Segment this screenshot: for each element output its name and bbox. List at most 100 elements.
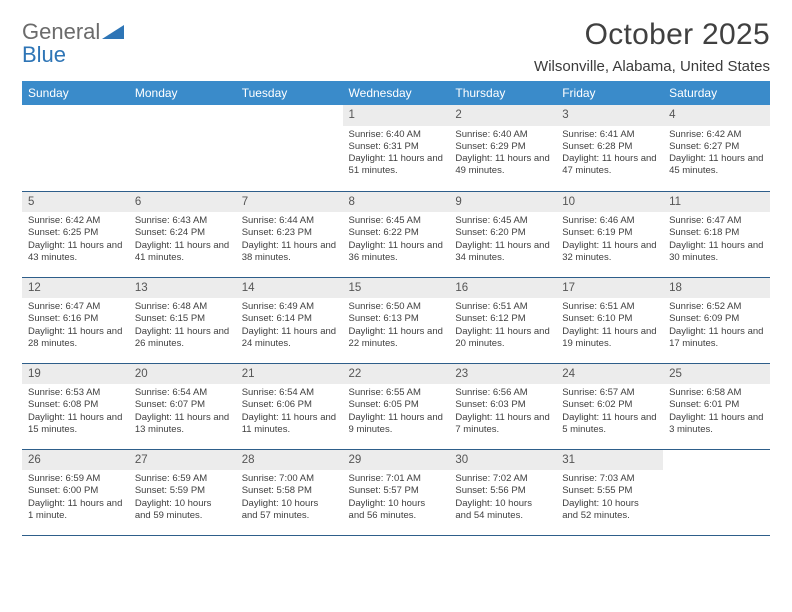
- calendar-day-cell: 25Sunrise: 6:58 AMSunset: 6:01 PMDayligh…: [663, 363, 770, 449]
- sunset-line: Sunset: 6:19 PM: [562, 227, 657, 239]
- sunrise-line: Sunrise: 6:45 AM: [349, 215, 444, 227]
- day-content: Sunrise: 7:03 AMSunset: 5:55 PMDaylight:…: [556, 470, 663, 526]
- sunset-line: Sunset: 6:24 PM: [135, 227, 230, 239]
- daylight-line: Daylight: 11 hours and 3 minutes.: [669, 412, 764, 436]
- calendar-empty-cell: [236, 105, 343, 191]
- sunrise-line: Sunrise: 6:56 AM: [455, 387, 550, 399]
- daylight-line: Daylight: 11 hours and 36 minutes.: [349, 240, 444, 264]
- calendar-day-cell: 23Sunrise: 6:56 AMSunset: 6:03 PMDayligh…: [449, 363, 556, 449]
- sunset-line: Sunset: 6:20 PM: [455, 227, 550, 239]
- calendar-day-cell: 17Sunrise: 6:51 AMSunset: 6:10 PMDayligh…: [556, 277, 663, 363]
- location-text: Wilsonville, Alabama, United States: [534, 58, 770, 75]
- title-block: October 2025 Wilsonville, Alabama, Unite…: [534, 18, 770, 75]
- day-content: Sunrise: 6:41 AMSunset: 6:28 PMDaylight:…: [556, 126, 663, 182]
- sunrise-line: Sunrise: 6:51 AM: [455, 301, 550, 313]
- sunrise-line: Sunrise: 6:42 AM: [28, 215, 123, 227]
- sunrise-line: Sunrise: 6:47 AM: [669, 215, 764, 227]
- sunset-line: Sunset: 6:00 PM: [28, 485, 123, 497]
- weekday-header: Sunday: [22, 81, 129, 105]
- day-number: 19: [22, 364, 129, 385]
- sunset-line: Sunset: 6:15 PM: [135, 313, 230, 325]
- daylight-line: Daylight: 10 hours and 56 minutes.: [349, 498, 444, 522]
- calendar-day-cell: 5Sunrise: 6:42 AMSunset: 6:25 PMDaylight…: [22, 191, 129, 277]
- brand-triangle-icon: [102, 25, 124, 39]
- sunset-line: Sunset: 5:55 PM: [562, 485, 657, 497]
- day-number: 9: [449, 192, 556, 213]
- calendar-table: SundayMondayTuesdayWednesdayThursdayFrid…: [22, 81, 770, 536]
- sunrise-line: Sunrise: 6:46 AM: [562, 215, 657, 227]
- day-number: 23: [449, 364, 556, 385]
- calendar-day-cell: 1 Sunrise: 6:40 AMSunset: 6:31 PMDaylight…: [343, 105, 450, 191]
- day-content: Sunrise: 6:44 AMSunset: 6:23 PMDaylight:…: [236, 212, 343, 268]
- daylight-line: Daylight: 11 hours and 51 minutes.: [349, 153, 444, 177]
- day-number: 28: [236, 450, 343, 471]
- sunrise-line: Sunrise: 6:47 AM: [28, 301, 123, 313]
- sunrise-line: Sunrise: 6:40 AM: [349, 129, 444, 141]
- sunset-line: Sunset: 6:18 PM: [669, 227, 764, 239]
- sunrise-line: Sunrise: 7:02 AM: [455, 473, 550, 485]
- day-content: Sunrise: 6:56 AMSunset: 6:03 PMDaylight:…: [449, 384, 556, 440]
- sunrise-line: Sunrise: 6:52 AM: [669, 301, 764, 313]
- sunset-line: Sunset: 6:31 PM: [349, 141, 444, 153]
- calendar-day-cell: 13Sunrise: 6:48 AMSunset: 6:15 PMDayligh…: [129, 277, 236, 363]
- sunrise-line: Sunrise: 7:03 AM: [562, 473, 657, 485]
- calendar-week-row: 26Sunrise: 6:59 AMSunset: 6:00 PMDayligh…: [22, 449, 770, 535]
- day-number: 27: [129, 450, 236, 471]
- day-number: 10: [556, 192, 663, 213]
- day-number: 1: [343, 105, 450, 126]
- daylight-line: Daylight: 11 hours and 22 minutes.: [349, 326, 444, 350]
- brand-part2: Blue: [22, 42, 66, 67]
- day-content: Sunrise: 6:59 AMSunset: 5:59 PMDaylight:…: [129, 470, 236, 526]
- day-content: Sunrise: 6:52 AMSunset: 6:09 PMDaylight:…: [663, 298, 770, 354]
- sunset-line: Sunset: 6:28 PM: [562, 141, 657, 153]
- day-content: Sunrise: 7:01 AMSunset: 5:57 PMDaylight:…: [343, 470, 450, 526]
- daylight-line: Daylight: 11 hours and 38 minutes.: [242, 240, 337, 264]
- month-title: October 2025: [534, 18, 770, 52]
- calendar-day-cell: 22Sunrise: 6:55 AMSunset: 6:05 PMDayligh…: [343, 363, 450, 449]
- sunrise-line: Sunrise: 6:41 AM: [562, 129, 657, 141]
- sunrise-line: Sunrise: 6:43 AM: [135, 215, 230, 227]
- sunrise-line: Sunrise: 7:00 AM: [242, 473, 337, 485]
- sunrise-line: Sunrise: 6:54 AM: [135, 387, 230, 399]
- sunrise-line: Sunrise: 6:49 AM: [242, 301, 337, 313]
- day-content: Sunrise: 6:55 AMSunset: 6:05 PMDaylight:…: [343, 384, 450, 440]
- daylight-line: Daylight: 10 hours and 52 minutes.: [562, 498, 657, 522]
- sunset-line: Sunset: 6:06 PM: [242, 399, 337, 411]
- sunset-line: Sunset: 6:07 PM: [135, 399, 230, 411]
- calendar-day-cell: 14Sunrise: 6:49 AMSunset: 6:14 PMDayligh…: [236, 277, 343, 363]
- daylight-line: Daylight: 11 hours and 43 minutes.: [28, 240, 123, 264]
- sunset-line: Sunset: 6:09 PM: [669, 313, 764, 325]
- calendar-day-cell: 15Sunrise: 6:50 AMSunset: 6:13 PMDayligh…: [343, 277, 450, 363]
- sunset-line: Sunset: 5:58 PM: [242, 485, 337, 497]
- calendar-day-cell: 29Sunrise: 7:01 AMSunset: 5:57 PMDayligh…: [343, 449, 450, 535]
- weekday-header: Saturday: [663, 81, 770, 105]
- day-content: Sunrise: 6:47 AMSunset: 6:18 PMDaylight:…: [663, 212, 770, 268]
- calendar-day-cell: 11Sunrise: 6:47 AMSunset: 6:18 PMDayligh…: [663, 191, 770, 277]
- sunset-line: Sunset: 5:56 PM: [455, 485, 550, 497]
- sunset-line: Sunset: 6:29 PM: [455, 141, 550, 153]
- day-number: 7: [236, 192, 343, 213]
- sunset-line: Sunset: 5:57 PM: [349, 485, 444, 497]
- daylight-line: Daylight: 11 hours and 34 minutes.: [455, 240, 550, 264]
- calendar-day-cell: 7Sunrise: 6:44 AMSunset: 6:23 PMDaylight…: [236, 191, 343, 277]
- day-content: Sunrise: 6:45 AMSunset: 6:20 PMDaylight:…: [449, 212, 556, 268]
- calendar-day-cell: 27Sunrise: 6:59 AMSunset: 5:59 PMDayligh…: [129, 449, 236, 535]
- sunset-line: Sunset: 6:22 PM: [349, 227, 444, 239]
- sunset-line: Sunset: 6:10 PM: [562, 313, 657, 325]
- day-content: Sunrise: 6:43 AMSunset: 6:24 PMDaylight:…: [129, 212, 236, 268]
- day-content: Sunrise: 6:58 AMSunset: 6:01 PMDaylight:…: [663, 384, 770, 440]
- daylight-line: Daylight: 11 hours and 20 minutes.: [455, 326, 550, 350]
- calendar-day-cell: 2Sunrise: 6:40 AMSunset: 6:29 PMDaylight…: [449, 105, 556, 191]
- day-content: Sunrise: 6:54 AMSunset: 6:07 PMDaylight:…: [129, 384, 236, 440]
- day-number: 13: [129, 278, 236, 299]
- day-content: Sunrise: 6:42 AMSunset: 6:25 PMDaylight:…: [22, 212, 129, 268]
- daylight-line: Daylight: 11 hours and 17 minutes.: [669, 326, 764, 350]
- sunset-line: Sunset: 6:12 PM: [455, 313, 550, 325]
- day-content: Sunrise: 6:57 AMSunset: 6:02 PMDaylight:…: [556, 384, 663, 440]
- page-header: General Blue October 2025 Wilsonville, A…: [22, 18, 770, 75]
- sunset-line: Sunset: 6:16 PM: [28, 313, 123, 325]
- day-number: 22: [343, 364, 450, 385]
- sunrise-line: Sunrise: 6:50 AM: [349, 301, 444, 313]
- sunrise-line: Sunrise: 6:58 AM: [669, 387, 764, 399]
- calendar-day-cell: 9Sunrise: 6:45 AMSunset: 6:20 PMDaylight…: [449, 191, 556, 277]
